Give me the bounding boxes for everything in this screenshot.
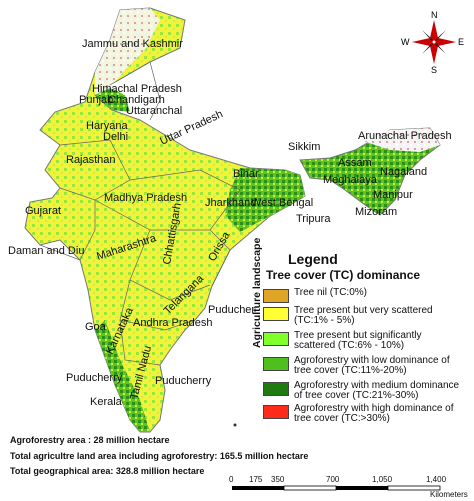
label-goa: Goa <box>85 321 107 333</box>
label-haryana: Haryana <box>86 120 128 132</box>
scale-tick-0: 0 <box>229 475 234 484</box>
legend-subtitle: Tree cover (TC) dominance <box>266 268 421 282</box>
label-rajasthan: Rajasthan <box>66 154 116 166</box>
label-jammu-kashmir: Jammu and Kashmir <box>82 38 183 50</box>
legend-label-very-scattered: Tree present but very scattered (TC:1% -… <box>294 305 433 326</box>
arunachal-area <box>360 128 440 152</box>
legend-swatch-low-dominance <box>263 357 289 371</box>
label-madhya-pradesh: Madhya Pradesh <box>104 192 187 204</box>
legend-swatch-high-dominance <box>263 405 289 419</box>
compass-w: W <box>401 37 410 47</box>
scale-tick-5: 1,400 <box>426 475 447 484</box>
legend-vertical-label: Agriculture landscape <box>251 238 263 348</box>
himalaya-green-band <box>95 8 160 95</box>
legend-label-tree-nil: Tree nil (TC:0%) <box>294 287 367 298</box>
label-himachal: Himachal Pradesh <box>92 83 182 95</box>
label-uttaranchal: Uttaranchal <box>126 105 182 117</box>
region-labels: Jammu and Kashmir Himachal Pradesh Punja… <box>8 38 452 408</box>
stat-total-agri-area: Total agricultre land area including agr… <box>10 451 309 461</box>
scale-tick-4: 1,050 <box>372 475 393 484</box>
label-mizoram: Mizoram <box>355 206 397 218</box>
compass-s: S <box>431 65 437 75</box>
label-kerala: Kerala <box>90 396 123 408</box>
island-dot <box>233 423 237 427</box>
label-delhi: Delhi <box>103 131 128 143</box>
legend-swatch-tree-nil <box>263 289 289 303</box>
legend-item-medium-dominance: Agroforestry with medium dominance of tr… <box>263 381 464 401</box>
stat-agroforestry-area: Agroforestry area : 28 million hectare <box>10 435 170 445</box>
label-nagaland: Nagaland <box>380 166 427 178</box>
label-sikkim: Sikkim <box>288 141 320 153</box>
legend-label-medium-dominance: Agroforestry with medium dominance of tr… <box>294 380 460 401</box>
legend-item-very-scattered: Tree present but very scattered (TC:1% -… <box>263 306 464 326</box>
label-puducherry-2: Puducherry <box>66 372 123 384</box>
east-green-zone <box>225 168 305 232</box>
label-tripura: Tripura <box>296 213 331 225</box>
label-puducherry-1: Puducherry <box>208 304 265 316</box>
north-green-zone <box>95 88 130 112</box>
compass-n: N <box>431 10 438 20</box>
label-chandigarh: Chandigarh <box>108 94 165 106</box>
label-jharkhand: Jharkhand <box>205 197 256 209</box>
label-arunachal: Arunachal Pradesh <box>358 130 452 142</box>
compass-e: E <box>458 37 464 47</box>
label-meghalaya: Meghalaya <box>323 174 378 186</box>
legend-panel <box>256 248 470 416</box>
india-outline <box>24 7 306 433</box>
scale-tick-2: 350 <box>271 475 285 484</box>
label-assam: Assam <box>338 157 372 169</box>
compass-rose-icon: N S E W <box>401 10 464 75</box>
scale-unit: Kilometers <box>430 490 468 499</box>
label-andhra-pradesh: Andhra Pradesh <box>133 317 213 329</box>
legend-label-high-dominance: Agroforestry with high dominance of tree… <box>294 403 454 424</box>
scale-bar: 0 175 350 700 1,050 1,400 Kilometers <box>229 475 468 499</box>
label-puducherry-3: Puducherry <box>155 375 212 387</box>
legend-item-significantly-scattered: Tree present but significantly scattered… <box>263 331 464 351</box>
legend-label-significantly-scattered: Tree present but significantly scattered… <box>294 330 422 351</box>
label-gujarat: Gujarat <box>25 205 61 217</box>
legend-title: Legend <box>288 251 338 267</box>
legend-swatch-very-scattered <box>263 307 289 321</box>
label-west-bengal: West Bengal <box>251 197 313 209</box>
label-bihar: Bihar <box>233 168 259 180</box>
legend-item-tree-nil: Tree nil (TC:0%) <box>263 288 464 303</box>
legend-swatch-medium-dominance <box>263 382 289 396</box>
scale-tick-3: 700 <box>326 475 340 484</box>
scale-tick-1: 175 <box>249 475 263 484</box>
western-ghats-green <box>95 320 150 432</box>
label-manipur: Manipur <box>373 189 413 201</box>
label-daman-diu: Daman and Diu <box>8 245 84 257</box>
legend-swatch-significantly-scattered <box>263 332 289 346</box>
legend-item-low-dominance: Agroforestry with low dominance of tree … <box>263 356 464 376</box>
state-boundaries <box>39 61 241 366</box>
legend-item-high-dominance: Agroforestry with high dominance of tree… <box>263 404 464 424</box>
label-punjab: Punjab <box>79 94 113 106</box>
legend-label-low-dominance: Agroforestry with low dominance of tree … <box>294 355 450 376</box>
stat-total-geo-area: Total geographical area: 328.8 million h… <box>10 466 205 476</box>
